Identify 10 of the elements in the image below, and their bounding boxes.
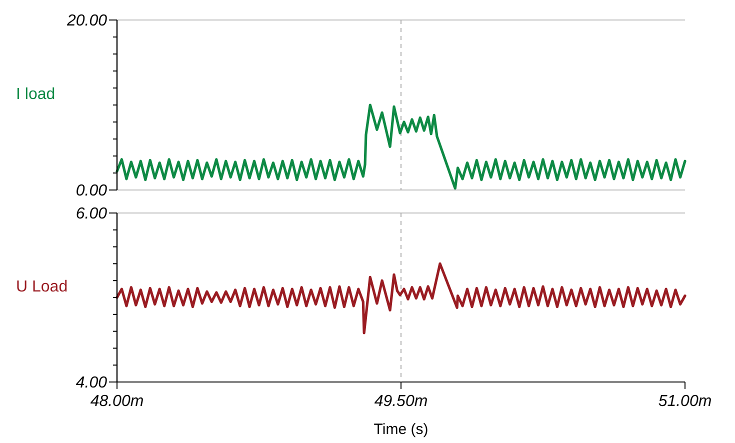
x-tick-label: 48.00m (90, 393, 144, 410)
text: I load (16, 86, 56, 103)
y-tick-label: 20.00 (66, 12, 108, 30)
x-tick-label: 49.50m (374, 393, 428, 410)
x-tick-label: 51.00m (658, 393, 712, 410)
x-axis-title: Time (s) (374, 421, 428, 438)
y-tick-label: 4.00 (76, 374, 108, 392)
y-tick-label: 0.00 (76, 182, 108, 200)
text: U Load (16, 278, 68, 296)
y-tick-label: 6.00 (76, 206, 108, 223)
